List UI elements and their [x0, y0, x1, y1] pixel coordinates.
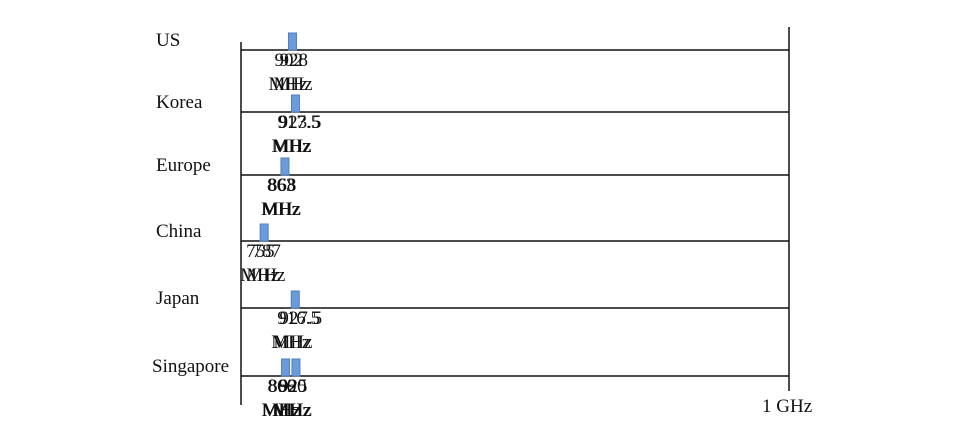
band-end-unit: MHz — [273, 136, 312, 157]
region-label: Europe — [156, 155, 211, 176]
band-start-unit: MHz — [262, 400, 301, 421]
frequency-band — [290, 290, 300, 309]
region-row-us: US 902 MHz 928 MHz — [156, 30, 789, 95]
band-end-value: 923.5 — [279, 112, 322, 133]
frequency-band — [280, 157, 290, 176]
band-start-unit: MHz — [261, 199, 300, 220]
region-label: Korea — [156, 92, 203, 113]
region-label: US — [156, 30, 180, 51]
frequency-band — [291, 358, 301, 377]
band-start-value: 902 — [274, 50, 303, 71]
band-end-unit: MHz — [273, 332, 312, 353]
frequency-band — [290, 94, 300, 113]
frequency-band — [259, 223, 269, 242]
band-end-unit: MHz — [262, 400, 301, 421]
band-end-value: 869 — [268, 376, 297, 397]
region-rows: US 902 MHz 928 MHz Korea 917.5 MHz 923.5 MHz Europ… — [152, 30, 789, 421]
band-start-unit: MHz — [271, 136, 310, 157]
axis-end-label: 1 GHz — [762, 396, 812, 417]
band-start-value: 920 — [278, 376, 307, 397]
band-end-value: 787 — [252, 241, 281, 262]
band-end-value: 927.5 — [279, 308, 322, 329]
region-label: Japan — [156, 288, 200, 309]
band-start-unit: MHz — [240, 265, 279, 286]
region-row-china: China 755 MHz 787 MHz — [156, 221, 789, 286]
band-end-unit: MHz — [273, 74, 312, 95]
band-end-unit: MHz — [262, 199, 301, 220]
band-end-unit: MHz — [273, 400, 312, 421]
band-end-unit: MHz — [246, 265, 285, 286]
band-start-unit: MHz — [268, 74, 307, 95]
band-end-value: 868 — [268, 175, 297, 196]
band-start-value: 866 — [268, 376, 297, 397]
frequency-band — [281, 358, 291, 377]
region-label: Singapore — [152, 356, 229, 377]
band-end-value: 928 — [279, 50, 308, 71]
band-start-value: 917.5 — [277, 112, 320, 133]
band-start-value: 863 — [267, 175, 296, 196]
band-start-value: 916.5 — [277, 308, 320, 329]
region-label: China — [156, 221, 202, 242]
frequency-band — [287, 32, 297, 51]
band-end-value: 925 — [279, 376, 308, 397]
band-start-unit: MHz — [271, 332, 310, 353]
band-start-value: 755 — [246, 241, 275, 262]
band-start-unit: MHz — [272, 400, 311, 421]
